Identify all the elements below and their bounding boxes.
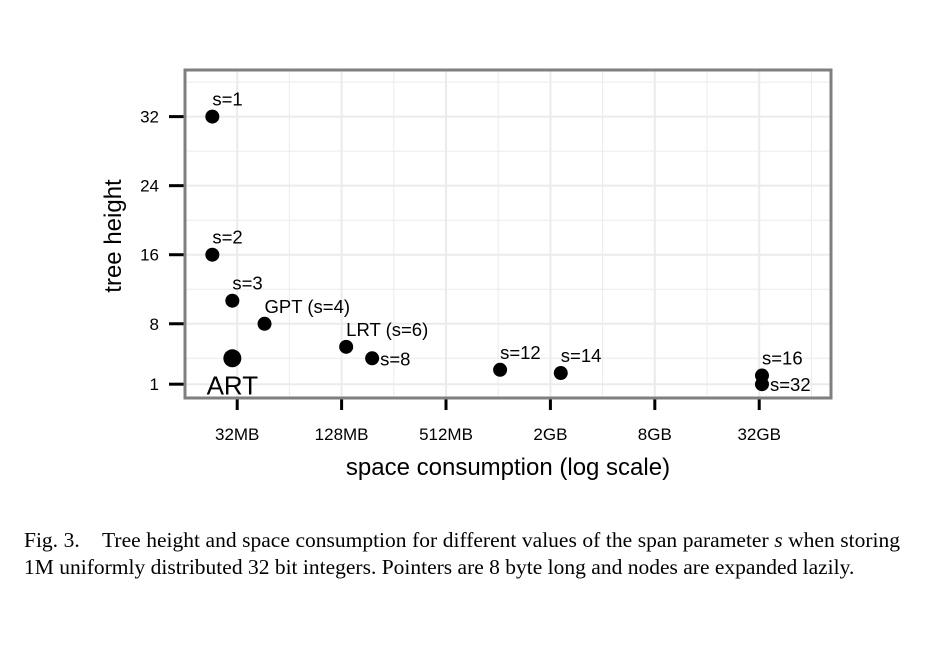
x-tick-label: 8GB — [638, 425, 672, 444]
x-tick-label: 128MB — [315, 425, 369, 444]
x-tick-label: 512MB — [419, 425, 473, 444]
point-label: LRT (s=6) — [346, 319, 428, 340]
caption-prefix: Fig. 3. — [24, 528, 80, 552]
data-point — [225, 293, 240, 308]
y-tick-label: 8 — [150, 315, 159, 334]
data-point — [754, 377, 769, 392]
x-axis-title: space consumption (log scale) — [346, 454, 670, 481]
y-axis-title: tree height — [100, 179, 127, 293]
point-label: s=12 — [500, 342, 541, 363]
point-label: s=14 — [561, 345, 602, 366]
data-point — [205, 247, 220, 262]
caption-text-after: when storing 1M uniformly distributed 32… — [24, 528, 901, 579]
x-tick-label: 32GB — [737, 425, 780, 444]
caption-variable: s — [774, 528, 783, 552]
data-point — [339, 339, 354, 354]
point-label: s=1 — [212, 89, 242, 110]
y-tick-label: 16 — [140, 246, 159, 265]
y-tick-label: 32 — [140, 108, 159, 127]
caption-text-before: Tree height and space consumption for di… — [102, 528, 775, 552]
plot-background — [185, 70, 831, 398]
data-point — [223, 349, 242, 368]
point-label: s=16 — [762, 348, 803, 369]
x-tick-label: 2GB — [533, 425, 567, 444]
point-label: s=3 — [232, 273, 262, 294]
point-label: GPT (s=4) — [265, 296, 351, 317]
point-label: s=2 — [212, 227, 242, 248]
scatter-chart: 32MB 128MB 512MB 2GB 8GB 32GB 1 8 16 24 32 s=1 s=2 s=… — [100, 68, 833, 481]
x-tick-label: 32MB — [215, 425, 259, 444]
data-point — [205, 109, 220, 124]
data-point — [365, 351, 380, 366]
plot-border — [183, 68, 833, 400]
figure-caption: Fig. 3. Tree height and space consumptio… — [24, 527, 900, 581]
point-label: s=8 — [380, 348, 410, 369]
data-point — [257, 316, 272, 331]
data-point — [553, 366, 568, 381]
point-label: s=32 — [770, 374, 811, 395]
data-point — [493, 362, 508, 377]
y-tick-label: 1 — [150, 375, 159, 394]
point-label: ART — [207, 370, 259, 400]
y-tick-label: 24 — [140, 177, 159, 196]
